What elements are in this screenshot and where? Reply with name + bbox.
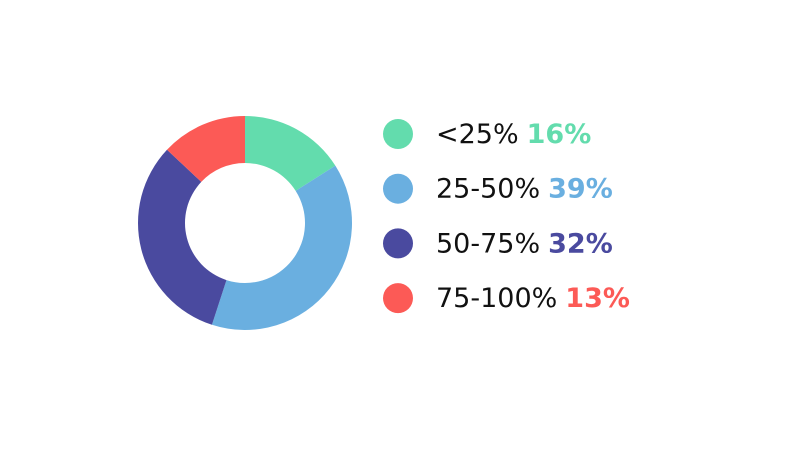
legend-label: 75-100% xyxy=(436,283,557,314)
legend-marker xyxy=(383,283,413,314)
legend-marker xyxy=(383,119,413,149)
donut-segment xyxy=(245,116,336,191)
value-label: 16% xyxy=(527,119,592,150)
legend-entry: 50-75% 32% xyxy=(436,228,613,259)
legend-marker xyxy=(383,228,413,259)
donut-segment xyxy=(138,149,227,325)
legend-entry: <25% 16% xyxy=(436,119,591,150)
legend-entry: 25-50% 39% xyxy=(436,173,613,204)
donut-segment xyxy=(211,165,352,330)
legend-label: 25-50% xyxy=(436,173,540,204)
legend-entry: 75-100% 13% xyxy=(436,283,630,314)
legend-label: 50-75% xyxy=(436,228,540,259)
value-label: 39% xyxy=(548,173,613,204)
legend-label: <25% xyxy=(436,119,519,150)
donut-segment xyxy=(167,116,245,182)
value-label: 32% xyxy=(548,228,613,259)
value-label: 13% xyxy=(565,283,630,314)
legend-marker xyxy=(383,173,413,204)
